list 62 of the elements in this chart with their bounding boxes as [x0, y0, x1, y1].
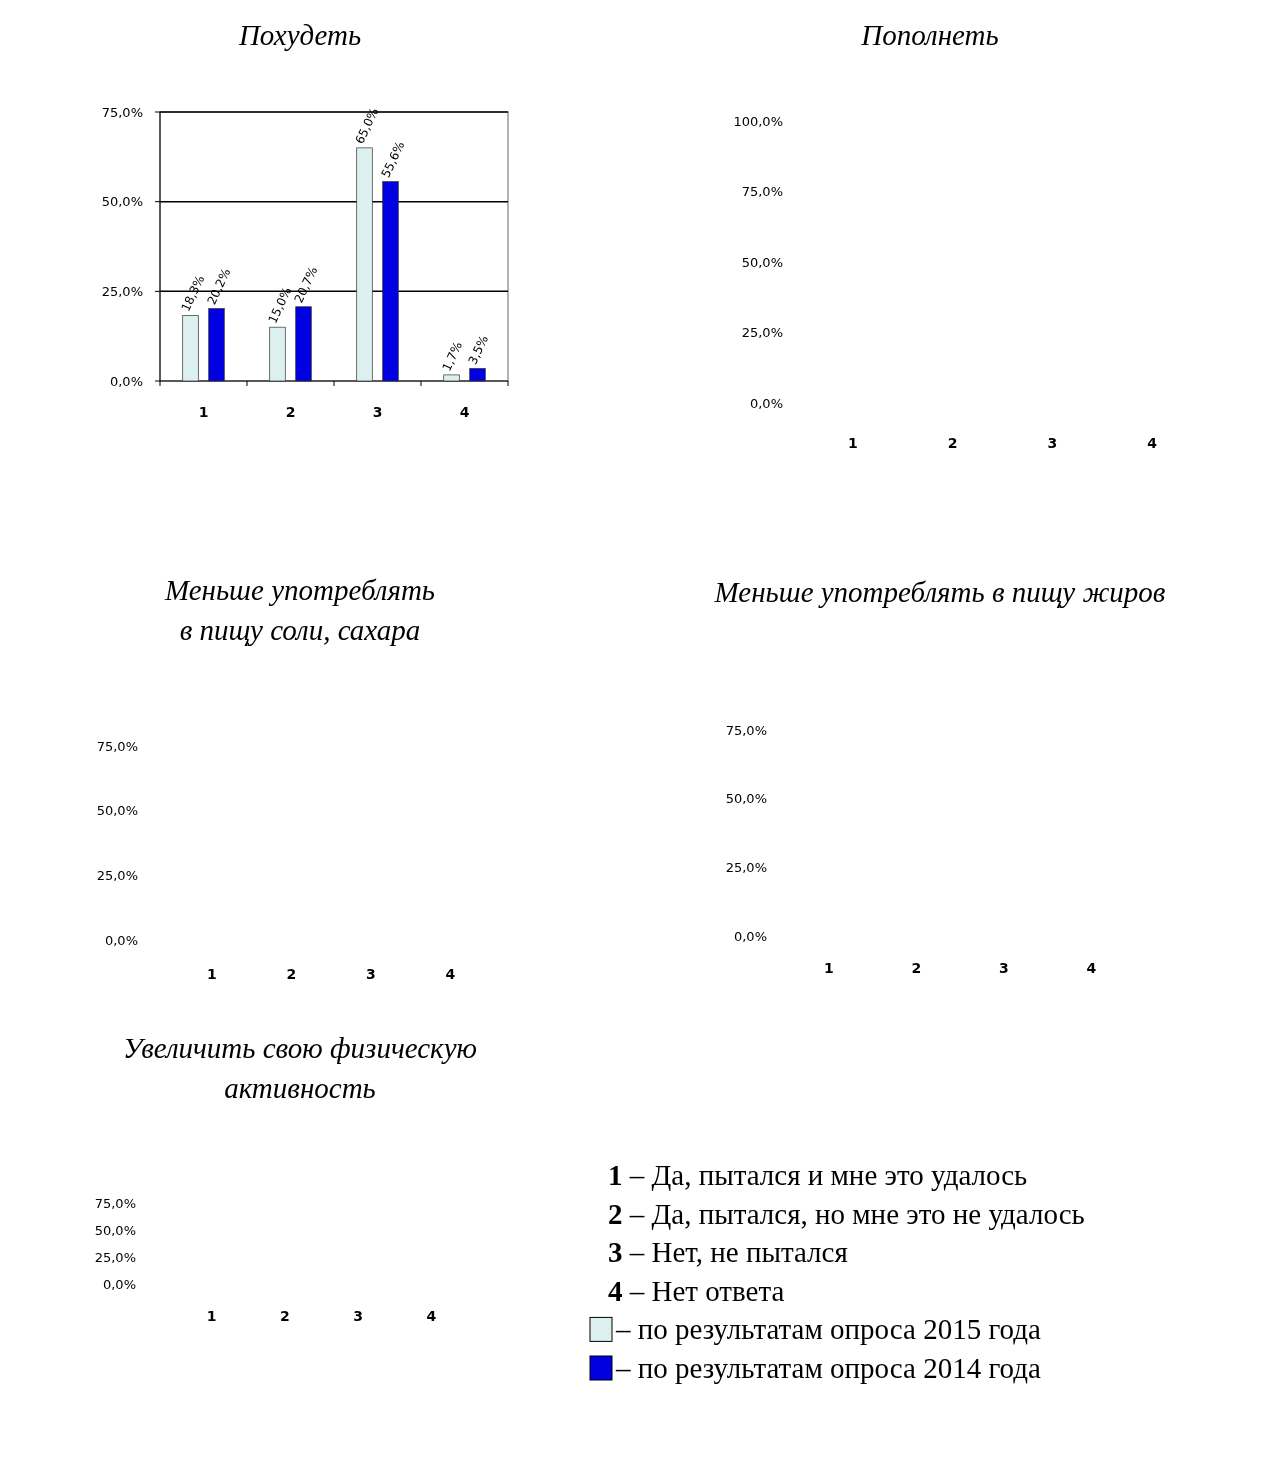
y-tick-label: 0,0% [102, 1276, 136, 1292]
bar [443, 374, 460, 382]
chart-title: Похудеть [237, 19, 362, 51]
y-tick-label: 0,0% [104, 932, 138, 948]
y-tick-label: 25,0% [101, 283, 143, 299]
text: 4 – Нет ответа [608, 1274, 785, 1307]
chart-title: Меньше употреблять в пищу жиров [713, 576, 1166, 608]
x-tick-label: 3 [372, 404, 383, 420]
x-tick-label: 1 [206, 1308, 217, 1324]
bar [182, 315, 199, 382]
x-tick-label: 2 [280, 1308, 290, 1324]
x-tick-label: 4 [1147, 435, 1158, 451]
y-tick-label: 50,0% [94, 1222, 136, 1238]
x-tick-label: 3 [998, 960, 1009, 976]
x-tick-label: 2 [947, 435, 958, 451]
y-tick-label: 50,0% [101, 194, 143, 210]
x-tick-label: 2 [286, 966, 297, 982]
y-tick-label: 75,0% [725, 722, 767, 738]
bar [208, 308, 225, 382]
x-tick-label: 4 [426, 1308, 437, 1324]
legend-label: – по результатам опроса 2015 года [615, 1313, 1041, 1346]
data-label: 3,5% [465, 333, 492, 367]
x-tick-label: 1 [198, 404, 209, 420]
text: 1 – Да, пытался и мне это удалось [608, 1159, 1028, 1191]
y-tick-label: 50,0% [741, 254, 783, 270]
y-tick-label: 50,0% [725, 791, 767, 807]
x-tick-label: 2 [285, 404, 296, 420]
x-tick-label: 3 [1047, 435, 1058, 451]
x-tick-label: 2 [911, 960, 922, 976]
y-tick-label: 75,0% [94, 1195, 136, 1211]
legend-label: – по результатам опроса 2014 года [615, 1352, 1041, 1384]
y-tick-label: 100,0% [733, 113, 783, 129]
bar [469, 368, 486, 382]
bar [269, 326, 286, 382]
y-tick-label: 25,0% [741, 325, 783, 341]
y-tick-label: 0,0% [749, 395, 783, 411]
x-tick-label: 1 [206, 966, 217, 982]
x-tick-label: 3 [353, 1308, 363, 1324]
y-tick-label: 75,0% [741, 184, 783, 200]
chart-title: Увеличить свою физическую активность [122, 1032, 478, 1104]
y-tick-label: 75,0% [101, 104, 143, 120]
text: 2 – Да, пытался, но мне это не удалось [608, 1197, 1085, 1230]
y-tick-label: 25,0% [96, 867, 138, 883]
y-tick-label: 25,0% [94, 1249, 136, 1265]
y-tick-label: 50,0% [96, 803, 138, 819]
x-tick-label: 4 [1086, 960, 1097, 976]
x-tick-label: 4 [445, 966, 456, 982]
text: 3 – Нет, не пытался [608, 1236, 848, 1269]
x-tick-label: 3 [365, 966, 376, 982]
chart-title: Пополнеть [860, 19, 999, 51]
x-tick-label: 1 [823, 960, 834, 976]
x-tick-label: 1 [848, 435, 858, 451]
y-tick-label: 0,0% [733, 928, 767, 944]
bar [295, 306, 312, 382]
bar [356, 147, 373, 382]
y-tick-label: 25,0% [725, 859, 767, 875]
bar [382, 181, 399, 382]
y-tick-label: 75,0% [96, 738, 138, 754]
data-label: 1,7% [439, 339, 466, 374]
x-tick-label: 4 [459, 404, 470, 420]
chart-title: Меньше употреблять в пищу соли, сахара [163, 574, 436, 646]
y-tick-label: 0,0% [109, 373, 143, 389]
